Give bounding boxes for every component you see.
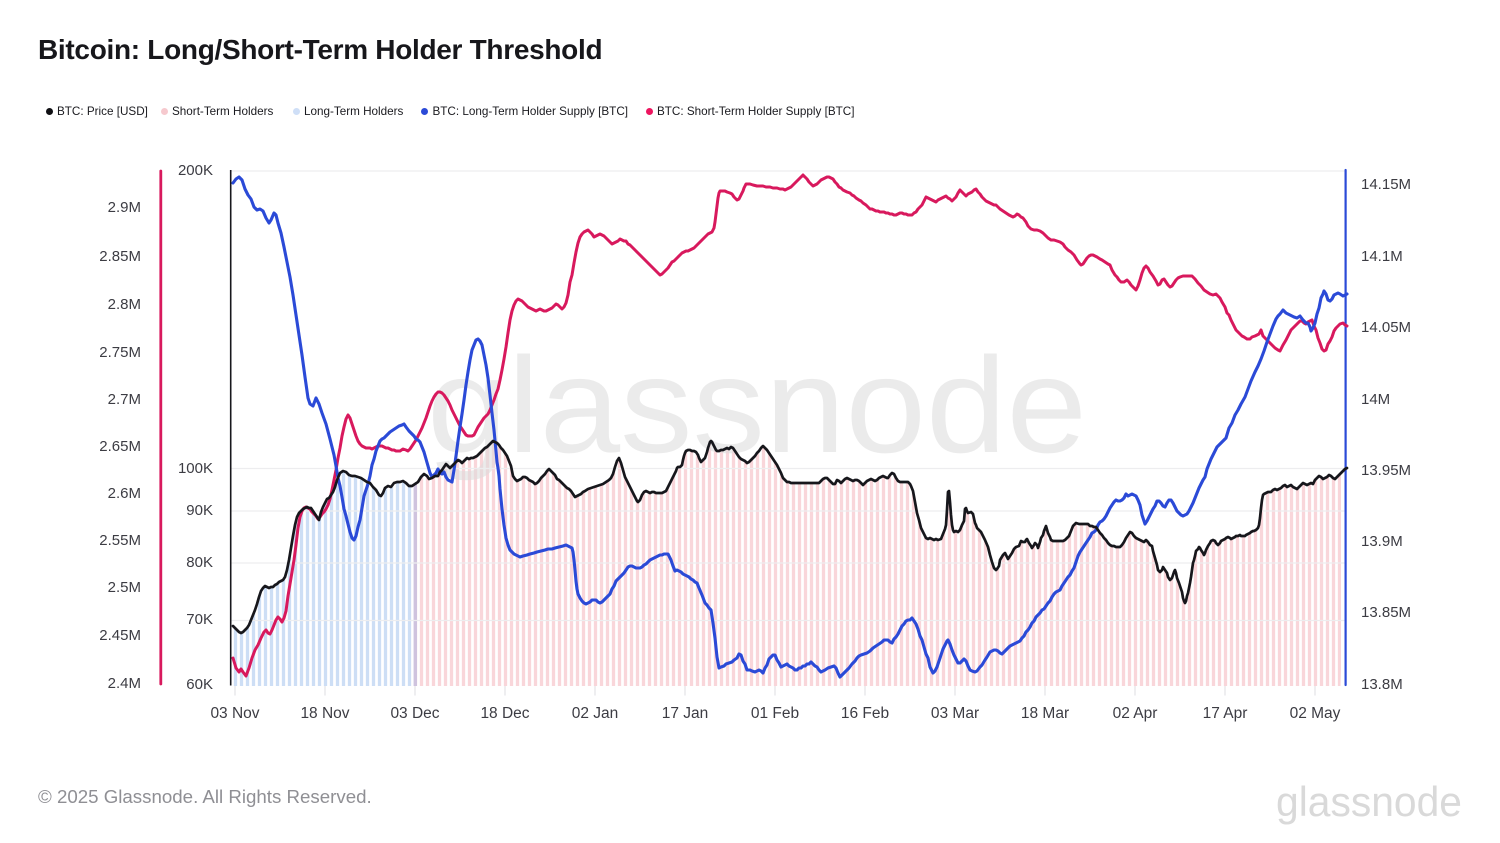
- svg-text:glassnode: glassnode: [1276, 778, 1462, 825]
- svg-text:glassnode: glassnode: [427, 329, 1087, 481]
